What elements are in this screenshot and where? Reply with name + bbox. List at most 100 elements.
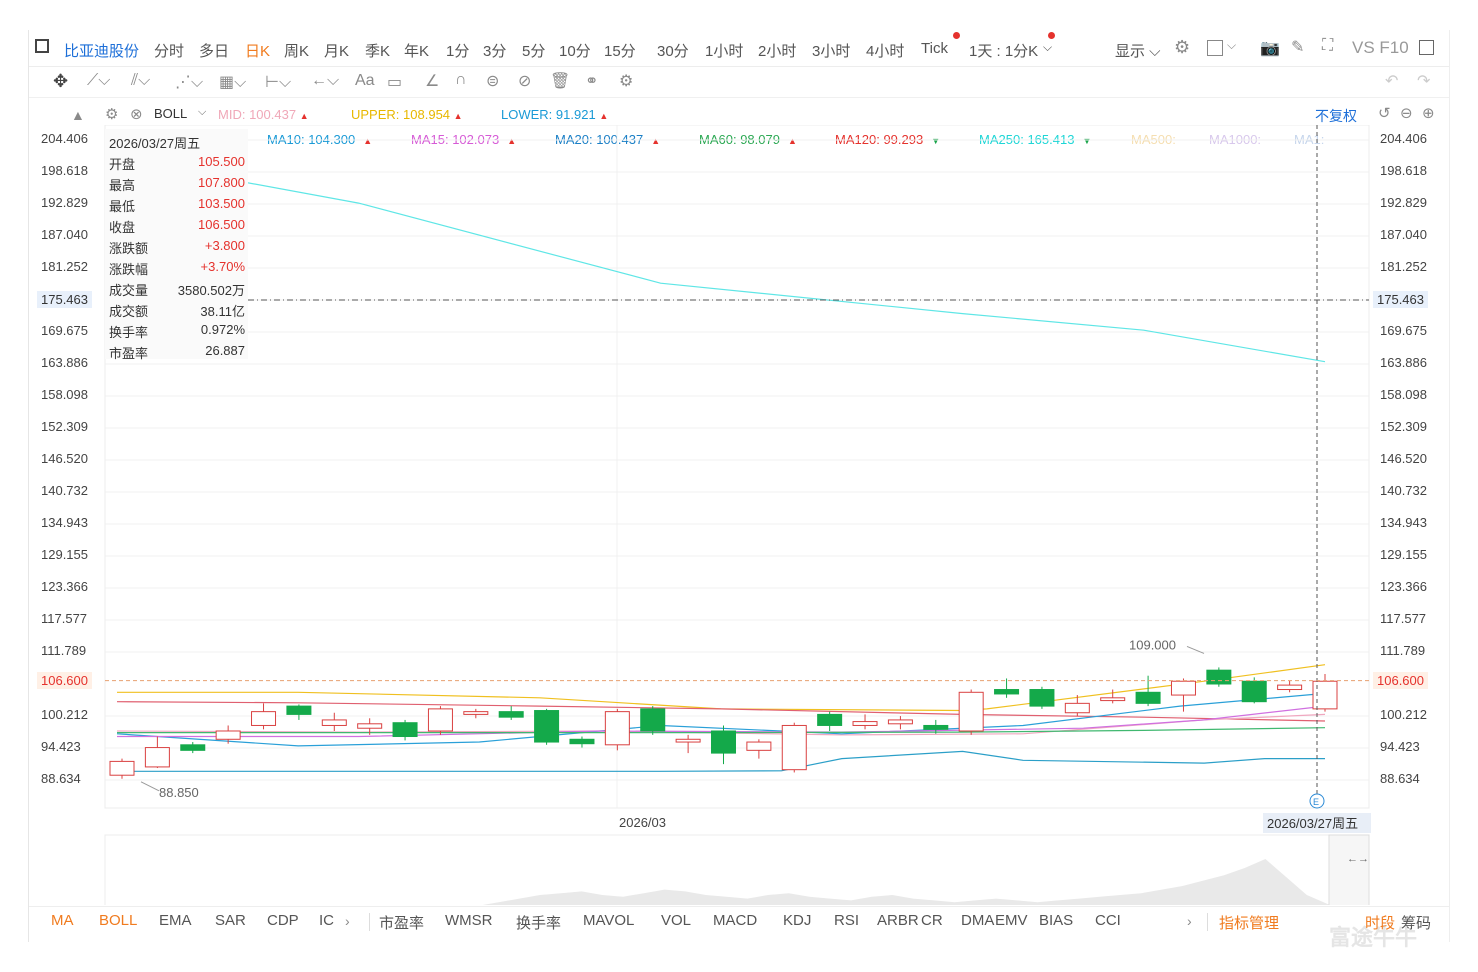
candle-body[interactable]	[711, 730, 736, 754]
candle-body[interactable]	[852, 721, 878, 726]
indicator-tab[interactable]: KDJ	[783, 912, 812, 929]
indicator-tab[interactable]: MA	[51, 912, 74, 929]
hide-drawing-icon[interactable]: ⊘	[518, 73, 532, 90]
period-tab-13[interactable]: 1小时	[705, 43, 744, 60]
panel-toggle-icon[interactable]	[1419, 40, 1434, 55]
candle-body[interactable]	[923, 724, 949, 730]
candle-body[interactable]	[215, 730, 241, 740]
magnet-icon[interactable]: ∩	[455, 71, 467, 88]
fullscreen-icon[interactable]: ⛶	[1322, 37, 1334, 54]
period-tab-15[interactable]: 3小时	[812, 43, 851, 60]
stock-name[interactable]: 比亚迪股份	[64, 43, 140, 60]
indicator-tab[interactable]: DMA	[961, 912, 995, 929]
period-tab-8[interactable]: 3分	[483, 43, 507, 60]
time-button[interactable]: 时段	[1365, 915, 1396, 932]
chevron-down-icon[interactable]: ⌵	[1043, 40, 1053, 54]
candle-body[interactable]	[463, 711, 489, 715]
layout-icon[interactable]	[1207, 40, 1223, 56]
undo-icon[interactable]: ↶	[1385, 73, 1399, 90]
chevron-down-icon[interactable]: ⌵	[198, 106, 207, 118]
candle-body[interactable]	[958, 691, 984, 732]
candle-body[interactable]	[640, 708, 666, 732]
period-tab-12[interactable]: 30分	[657, 43, 689, 60]
candle-body[interactable]	[1277, 684, 1303, 691]
wave-tool-icon[interactable]: ⋰⌵	[175, 74, 204, 91]
candle-body[interactable]	[994, 689, 1020, 695]
candle-body[interactable]	[357, 723, 383, 729]
indicator-tab[interactable]: SAR	[215, 912, 246, 929]
arrow-tool-icon[interactable]: ←⌵	[311, 72, 340, 89]
adjust-dropdown[interactable]: 不复权	[1315, 108, 1357, 124]
candle-body[interactable]	[1029, 689, 1055, 707]
candle-body[interactable]	[746, 741, 772, 751]
chip-button[interactable]: 筹码	[1401, 915, 1432, 932]
candle-body[interactable]	[887, 719, 913, 725]
channel-tool-icon[interactable]: ⫽⌵	[131, 72, 151, 89]
link-icon[interactable]: ⚭	[585, 73, 599, 90]
candle-body[interactable]	[286, 705, 312, 715]
period-tab-16[interactable]: 4小时	[866, 43, 905, 60]
period-tab-1[interactable]: 多日	[199, 43, 230, 60]
indicator-tab[interactable]: VOL	[661, 912, 692, 929]
indicator-tab[interactable]: 换手率	[516, 915, 562, 932]
indicator-tab[interactable]: BIAS	[1039, 912, 1074, 929]
period-tab-7[interactable]: 1分	[446, 43, 470, 60]
candle-body[interactable]	[144, 747, 170, 768]
period-tab-11[interactable]: 15分	[604, 43, 636, 60]
angle-tool-icon[interactable]: ∠	[425, 73, 440, 90]
move-icon[interactable]: ✥	[53, 71, 69, 91]
period-tab-14[interactable]: 2小时	[758, 43, 797, 60]
reset-icon[interactable]: ↺	[1378, 105, 1391, 122]
indicator-tab[interactable]: CDP	[267, 912, 299, 929]
period-tab-10[interactable]: 10分	[559, 43, 591, 60]
zoom-in-icon[interactable]: ⊕	[1422, 105, 1435, 122]
period-tab-3[interactable]: 周K	[284, 43, 310, 60]
measure-tool-icon[interactable]: ⊢⌵	[265, 74, 292, 91]
candle-body[interactable]	[321, 719, 347, 726]
candle-body[interactable]	[781, 724, 807, 771]
candle-body[interactable]	[569, 738, 595, 745]
period-tab-4[interactable]: 月K	[324, 43, 350, 60]
period-tab-18[interactable]: 1天 : 1分K	[969, 43, 1039, 60]
lock-drawing-icon[interactable]: ⊜	[486, 73, 500, 90]
period-tab-5[interactable]: 季K	[365, 43, 391, 60]
indicator-tab[interactable]: 市盈率	[379, 915, 425, 932]
comment-icon[interactable]: ▭	[387, 74, 403, 91]
period-tab-9[interactable]: 5分	[522, 43, 546, 60]
redo-icon[interactable]: ↷	[1417, 73, 1431, 90]
period-tab-0[interactable]: 分时	[154, 43, 185, 60]
candle-body[interactable]	[251, 711, 277, 726]
indicator-name[interactable]: BOLL	[154, 106, 188, 121]
fib-tool-icon[interactable]: ▦⌵	[219, 74, 247, 91]
candle-body[interactable]	[1135, 691, 1161, 704]
indicator-manage-button[interactable]: 指标管理	[1219, 915, 1280, 932]
indicator-tab[interactable]: IC	[319, 912, 334, 929]
indicator-tab[interactable]: ARBR	[877, 912, 919, 929]
camera-icon[interactable]: 📷	[1260, 40, 1280, 57]
candle-body[interactable]	[1206, 669, 1232, 685]
period-tab-2[interactable]: 日K	[245, 43, 271, 60]
candle-body[interactable]	[1241, 680, 1267, 703]
candle-body[interactable]	[1100, 697, 1126, 702]
period-tab-17[interactable]: Tick	[921, 40, 948, 57]
candle-body[interactable]	[392, 722, 418, 738]
candle-body[interactable]	[498, 711, 524, 718]
trash-icon[interactable]: 🗑	[550, 73, 571, 90]
candle-body[interactable]	[109, 760, 135, 776]
candle-body[interactable]	[534, 710, 560, 743]
indicator-tab[interactable]: WMSR	[445, 912, 493, 929]
kline-chart[interactable]: 109.00088.8502026/032026/03/27周五E2018201…	[29, 125, 1449, 905]
indicator-tab[interactable]: EMV	[995, 912, 1028, 929]
boll-close-icon[interactable]: ⊗	[130, 106, 143, 123]
text-tool-icon[interactable]: Aa	[355, 72, 375, 89]
indicator-tab[interactable]: CR	[921, 912, 943, 929]
indicator-tab[interactable]: EMA	[159, 912, 192, 929]
pencil-icon[interactable]: ✎	[1291, 39, 1305, 56]
candle-body[interactable]	[1170, 680, 1196, 696]
indicator-tab[interactable]: MACD	[713, 912, 758, 929]
period-tab-6[interactable]: 年K	[404, 43, 430, 60]
indicator-tab[interactable]: BOLL	[99, 912, 138, 929]
overview-drag-icon[interactable]: ←→	[1347, 853, 1369, 865]
candle-body[interactable]	[817, 713, 843, 726]
display-dropdown[interactable]: 显示 ⌵	[1115, 43, 1161, 60]
